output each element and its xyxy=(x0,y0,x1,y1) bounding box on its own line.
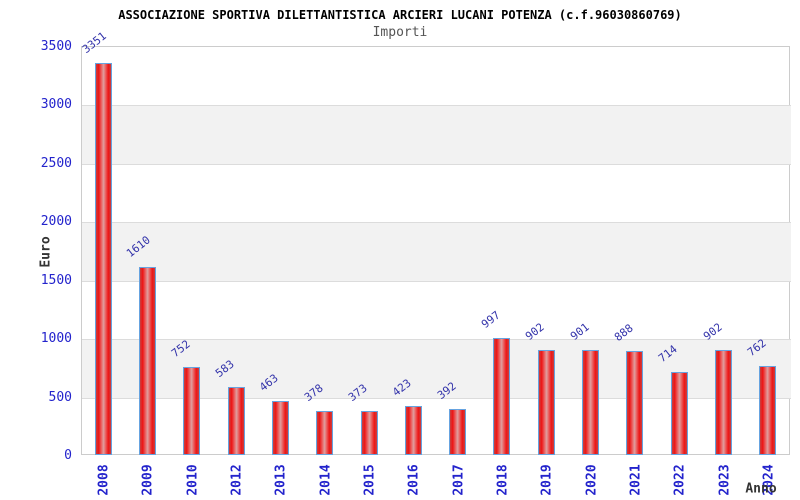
y-tick-label: 2000 xyxy=(40,214,72,229)
x-tick-label: 2019 xyxy=(539,464,555,496)
x-tick-label: 2021 xyxy=(628,464,644,496)
bar-2024 xyxy=(759,366,776,455)
x-tick-label: 2020 xyxy=(584,464,600,496)
bar-2023 xyxy=(715,350,732,455)
plot-band xyxy=(82,222,791,281)
x-tick-label: 2012 xyxy=(229,464,245,496)
bar-2014 xyxy=(316,411,333,455)
y-axis-title: Euro xyxy=(38,236,54,268)
gridline xyxy=(82,105,791,106)
bar-2008 xyxy=(95,63,112,455)
bar-2010 xyxy=(183,367,200,455)
bar-2018 xyxy=(493,338,510,455)
x-tick-label: 2017 xyxy=(451,464,467,496)
y-tick-label: 1000 xyxy=(40,331,72,346)
y-tick-label: 1500 xyxy=(40,273,72,288)
bar-2009 xyxy=(139,267,156,455)
x-tick-label: 2008 xyxy=(96,464,112,496)
x-tick-label: 2013 xyxy=(273,464,289,496)
x-tick-label: 2009 xyxy=(140,464,156,496)
y-tick-label: 3500 xyxy=(40,39,72,54)
y-tick-label: 0 xyxy=(64,448,72,463)
bar-2016 xyxy=(405,406,422,455)
chart-subtitle: Importi xyxy=(372,25,428,40)
x-tick-label: 2023 xyxy=(717,464,733,496)
gridline xyxy=(82,281,791,282)
gridline xyxy=(82,339,791,340)
y-tick-label: 2500 xyxy=(40,156,72,171)
plot-band xyxy=(82,105,791,164)
bar-2017 xyxy=(449,409,466,455)
x-tick-label: 2022 xyxy=(672,464,688,496)
x-tick-label: 2010 xyxy=(185,464,201,496)
x-tick-label: 2014 xyxy=(318,464,334,496)
x-tick-label: 2015 xyxy=(362,464,378,496)
bar-2020 xyxy=(582,350,599,455)
chart-title: ASSOCIAZIONE SPORTIVA DILETTANTISTICA AR… xyxy=(118,8,682,22)
bar-2019 xyxy=(538,350,555,455)
bar-2015 xyxy=(361,411,378,455)
gridline xyxy=(82,398,791,399)
bar-2013 xyxy=(272,401,289,455)
gridline xyxy=(82,222,791,223)
x-axis-title: Anno xyxy=(745,481,777,497)
bar-2012 xyxy=(228,387,245,455)
bar-2022 xyxy=(671,372,688,455)
y-tick-label: 500 xyxy=(48,390,72,405)
x-tick-label: 2018 xyxy=(495,464,511,496)
bar-2021 xyxy=(626,351,643,455)
x-tick-label: 2016 xyxy=(406,464,422,496)
y-tick-label: 3000 xyxy=(40,97,72,112)
gridline xyxy=(82,164,791,165)
